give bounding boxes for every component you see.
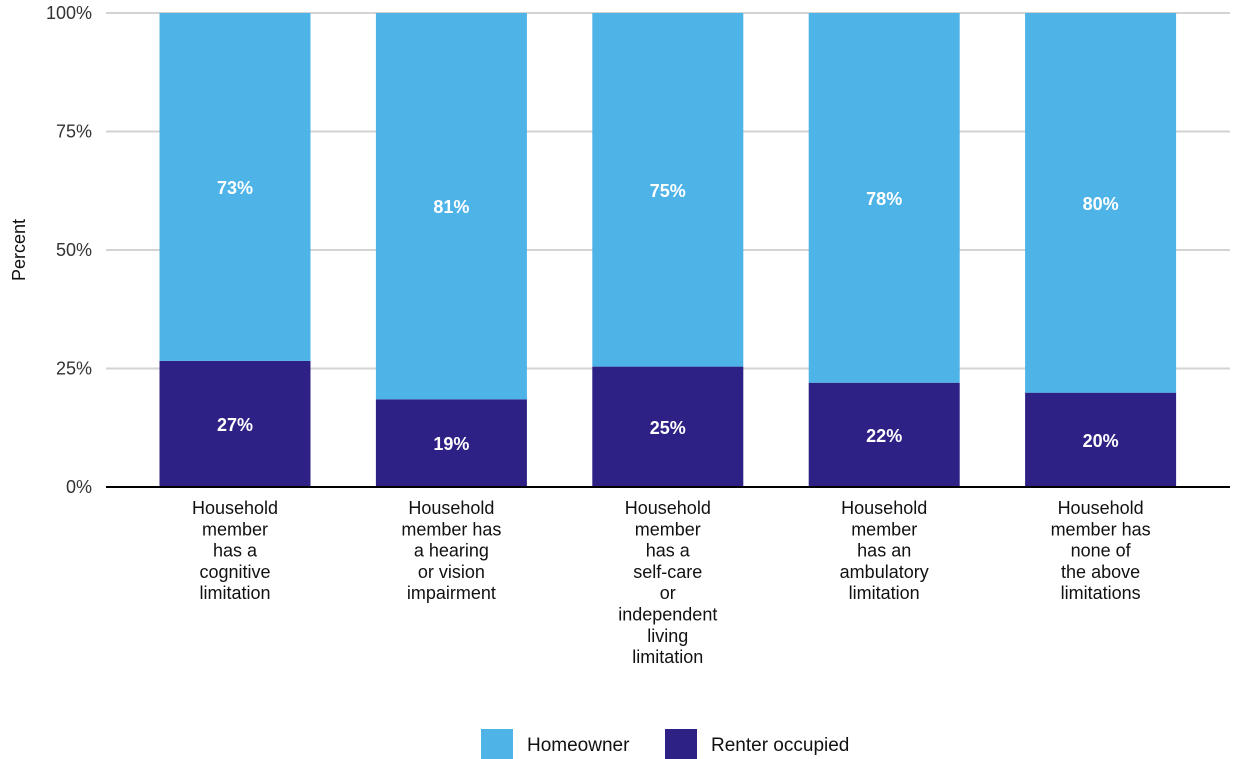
x-category-label-line: impairment xyxy=(407,583,496,603)
x-category-label-line: has an xyxy=(857,541,911,561)
legend-label-renter: Renter occupied xyxy=(711,735,849,756)
x-category-label-line: the above xyxy=(1061,562,1140,582)
x-category-label-line: member xyxy=(635,519,701,539)
x-category-label: Household member has a hearing or vision imp… xyxy=(401,498,501,603)
y-axis-ticks: 0% 25% 50% 75% 100% xyxy=(46,3,92,497)
data-label: 75% xyxy=(650,181,686,201)
data-label: 73% xyxy=(217,178,253,198)
data-label: 25% xyxy=(650,418,686,438)
bar-renter-4 xyxy=(808,382,960,487)
x-category-label-line: Household xyxy=(192,498,278,518)
legend-swatch-homeowner xyxy=(481,729,513,759)
bar-homeowner-3 xyxy=(592,13,744,367)
x-category-label: Household member has none of the above limit… xyxy=(1051,498,1151,603)
x-category-label: Household member has a self-care or independe… xyxy=(618,498,717,667)
y-tick-label: 0% xyxy=(66,477,92,497)
data-label: 20% xyxy=(1083,431,1119,451)
x-category-label-line: has a xyxy=(646,541,691,561)
legend: Homeowner Renter occupied xyxy=(481,729,849,759)
x-category-label-line: has a xyxy=(213,541,258,561)
x-category-label-line: member has xyxy=(401,519,501,539)
bar-renter-5 xyxy=(1025,392,1177,487)
x-category-label: Household member has a cognitive limitation xyxy=(192,498,278,603)
data-label: 19% xyxy=(433,434,469,454)
x-category-label-line: Household xyxy=(1058,498,1144,518)
legend-label-homeowner: Homeowner xyxy=(527,735,630,756)
x-category-label-line: none of xyxy=(1071,541,1132,561)
legend-swatch-renter xyxy=(665,729,697,759)
data-label: 80% xyxy=(1083,194,1119,214)
x-category-label-line: living xyxy=(647,626,688,646)
x-category-label-line: or vision xyxy=(418,562,485,582)
bar-homeowner-2 xyxy=(375,13,527,400)
x-category-label-line: a hearing xyxy=(414,541,489,561)
x-category-label-line: Household xyxy=(841,498,927,518)
x-axis-category-labels: Household member has a cognitive limitationH… xyxy=(192,498,1151,667)
x-category-label-line: member has xyxy=(1051,519,1151,539)
y-tick-label: 25% xyxy=(56,359,92,379)
x-category-label-line: Household xyxy=(408,498,494,518)
data-label: 81% xyxy=(433,197,469,217)
x-category-label: Household member has an ambulatory limitatio… xyxy=(840,498,929,603)
y-tick-label: 100% xyxy=(46,3,92,23)
bar-renter-3 xyxy=(592,366,744,487)
bar-renter-1 xyxy=(159,360,311,487)
y-axis-label: Percent xyxy=(9,219,29,281)
x-category-label-line: limitations xyxy=(1061,583,1141,603)
x-category-label-line: self-care xyxy=(633,562,702,582)
data-label: 22% xyxy=(866,426,902,446)
x-category-label-line: limitation xyxy=(849,583,920,603)
x-category-label-line: Household xyxy=(625,498,711,518)
bar-homeowner-4 xyxy=(808,13,960,383)
y-tick-label: 50% xyxy=(56,240,92,260)
data-label: 27% xyxy=(217,415,253,435)
x-category-label-line: member xyxy=(202,519,268,539)
bar-renter-2 xyxy=(375,399,527,487)
x-category-label-line: limitation xyxy=(632,647,703,667)
x-category-label-line: or xyxy=(660,583,676,603)
bars: 27% 73% 19% 81% 25% 75% 22% 78% 20% 80% xyxy=(159,13,1177,487)
y-tick-label: 75% xyxy=(56,122,92,142)
bar-homeowner-5 xyxy=(1025,13,1177,393)
bar-homeowner-1 xyxy=(159,13,311,361)
x-category-label-line: member xyxy=(851,519,917,539)
x-category-label-line: cognitive xyxy=(199,562,270,582)
x-category-label-line: limitation xyxy=(199,583,270,603)
x-category-label-line: independent xyxy=(618,605,717,625)
x-category-label-line: ambulatory xyxy=(840,562,929,582)
data-label: 78% xyxy=(866,189,902,209)
